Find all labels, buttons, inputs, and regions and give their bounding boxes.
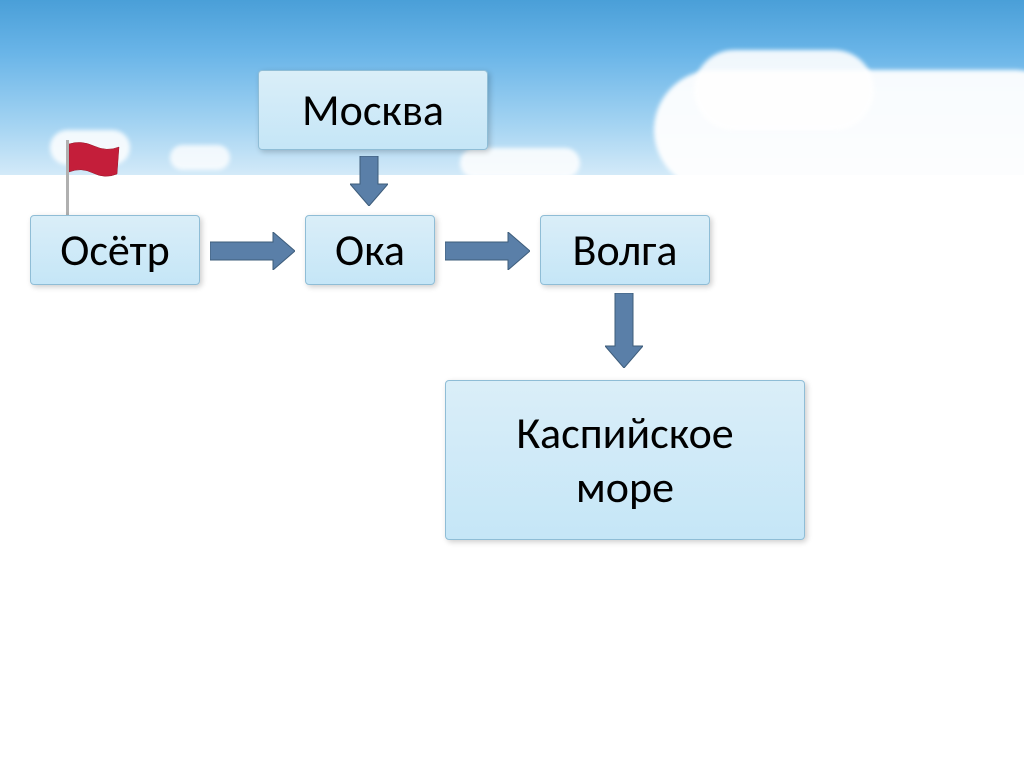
cloud-decoration: [170, 145, 230, 170]
sky-background: [0, 0, 1024, 180]
node-volga: Волга: [540, 215, 710, 285]
node-label: Москва: [302, 83, 444, 137]
node-label: Осётр: [60, 223, 170, 277]
flag-cloth: [69, 142, 119, 177]
cloud-decoration: [460, 148, 580, 178]
node-osetr: Осётр: [30, 215, 200, 285]
node-label: Каспийское море: [466, 406, 784, 514]
node-label: Ока: [335, 223, 405, 277]
arrow-osetr-to-oka: [210, 232, 295, 270]
node-oka: Ока: [305, 215, 435, 285]
cloud-decoration: [694, 50, 874, 130]
arrow-volga-to-caspian: [605, 293, 643, 368]
arrow-oka-to-volga: [445, 232, 530, 270]
arrow-moscow-to-oka: [350, 156, 388, 206]
node-moscow: Москва: [258, 70, 488, 150]
node-caspian: Каспийское море: [445, 380, 805, 540]
node-label: Волга: [573, 223, 678, 277]
